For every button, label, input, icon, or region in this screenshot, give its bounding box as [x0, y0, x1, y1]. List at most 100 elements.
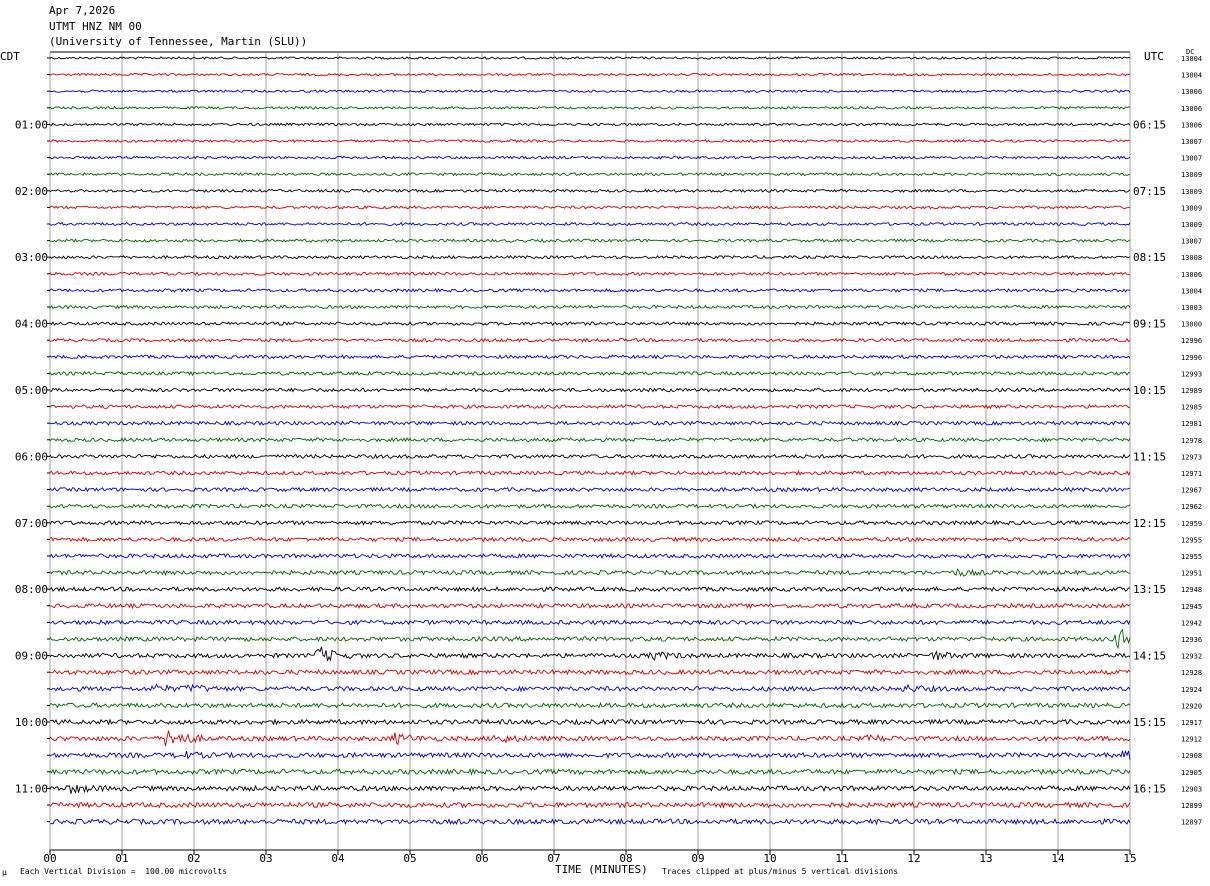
dc-offset-label: 12942: [1181, 619, 1202, 627]
dc-offset-label: 12945: [1181, 603, 1202, 611]
seismic-trace: [49, 337, 1131, 343]
dc-offset-label: 12928: [1181, 669, 1202, 677]
dc-offset-label: 13004: [1181, 72, 1202, 80]
scale-note: Each Vertical Division = 100.00 microvol…: [20, 867, 228, 876]
seismic-trace: [49, 188, 1131, 193]
dc-offset-label: 13006: [1181, 271, 1202, 279]
seismic-trace: [49, 172, 1131, 177]
seismic-trace: [49, 768, 1131, 776]
dc-offset-label: 12955: [1181, 536, 1202, 544]
left-hour-label: 01:00: [15, 118, 48, 131]
x-tick-label: 09: [691, 852, 704, 865]
dc-offset-label: 12936: [1181, 636, 1202, 644]
dc-offset-label: 13009: [1181, 171, 1202, 179]
dc-offset-label: 13003: [1181, 304, 1202, 312]
seismic-trace: [49, 568, 1131, 577]
right-hour-label: 14:15: [1133, 650, 1166, 663]
seismic-trace: [49, 437, 1131, 443]
header-station: UTMT HNZ NM 00: [49, 20, 142, 33]
dc-offset-label: 12899: [1181, 802, 1202, 810]
left-timezone-label: CDT: [0, 50, 20, 63]
dc-offset-label: 12962: [1181, 503, 1202, 511]
seismic-trace: [49, 304, 1131, 310]
seismic-trace: [49, 668, 1131, 676]
dc-offset-label: 12955: [1181, 553, 1202, 561]
seismic-trace: [49, 553, 1131, 560]
dc-offset-label: 12924: [1181, 686, 1202, 694]
x-tick-label: 02: [187, 852, 200, 865]
seismic-trace: [49, 238, 1131, 243]
dc-offset-label: 12973: [1181, 453, 1202, 461]
seismic-trace: [49, 646, 1131, 662]
seismic-trace: [49, 370, 1131, 377]
dc-offset-label: 13009: [1181, 188, 1202, 196]
seismic-trace: [49, 701, 1131, 709]
seismic-trace: [49, 420, 1131, 426]
dc-label: DC: [1186, 48, 1195, 56]
right-hour-label: 12:15: [1133, 517, 1166, 530]
right-hour-label: 16:15: [1133, 782, 1166, 795]
x-tick-label: 13: [979, 852, 992, 865]
seismic-trace: [50, 602, 1131, 610]
left-hour-label: 11:00: [15, 782, 48, 795]
seismic-trace: [49, 586, 1130, 593]
seismic-trace: [49, 718, 1131, 726]
right-hour-label: 07:15: [1133, 185, 1166, 198]
dc-offset-label: 12978: [1181, 437, 1202, 445]
dc-offset-label: 13006: [1181, 121, 1202, 129]
dc-offset-label: 12989: [1181, 387, 1202, 395]
dc-offset-label: 12967: [1181, 487, 1202, 495]
seismic-trace: [49, 503, 1131, 510]
left-hour-label: 08:00: [15, 583, 48, 596]
x-tick-label: 01: [115, 852, 128, 865]
seismic-trace: [49, 628, 1131, 650]
x-axis-label: TIME (MINUTES): [555, 863, 648, 876]
seismic-trace: [49, 354, 1131, 360]
dc-offset-label: 12959: [1181, 520, 1202, 528]
right-timezone-label: UTC: [1144, 50, 1164, 63]
left-hour-label: 02:00: [15, 185, 48, 198]
dc-offset-label: 13007: [1181, 138, 1202, 146]
dc-offset-label: 12951: [1181, 570, 1202, 578]
seismic-trace: [49, 321, 1131, 327]
x-tick-label: 06: [475, 852, 488, 865]
right-hour-label: 11:15: [1133, 450, 1166, 463]
seismic-trace: [49, 139, 1131, 143]
dc-offset-label: 12903: [1181, 785, 1202, 793]
dc-offset-label: 12908: [1181, 752, 1202, 760]
seismic-trace: [49, 105, 1131, 110]
dc-offset-label: 12917: [1181, 719, 1202, 727]
x-tick-label: 08: [619, 852, 632, 865]
seismic-trace: [49, 619, 1131, 626]
seismic-trace: [49, 155, 1131, 160]
dc-offset-label: 13009: [1181, 221, 1202, 229]
seismic-trace: [49, 730, 1131, 747]
x-tick-label: 04: [331, 852, 345, 865]
right-hour-label: 10:15: [1133, 384, 1166, 397]
seismic-trace: [49, 287, 1131, 293]
left-hour-label: 07:00: [15, 517, 48, 530]
left-hour-label: 06:00: [15, 450, 48, 463]
scale-mark: µ: [2, 868, 7, 877]
seismic-trace: [49, 56, 1131, 60]
seismic-trace: [49, 89, 1131, 93]
x-tick-label: 10: [763, 852, 776, 865]
seismic-trace: [49, 122, 1131, 127]
dc-offset-label: 12996: [1181, 354, 1202, 362]
dc-offset-label: 12920: [1181, 702, 1202, 710]
dc-offset-label: 13007: [1181, 155, 1202, 163]
right-hour-label: 09:15: [1133, 318, 1166, 331]
x-tick-label: 05: [403, 852, 416, 865]
header-date: Apr 7,2026: [49, 4, 116, 17]
seismic-trace: [49, 749, 1131, 760]
seismic-trace: [49, 387, 1131, 393]
seismic-trace: [49, 221, 1131, 227]
seismic-trace: [49, 470, 1131, 476]
seismic-trace: [49, 205, 1131, 210]
left-hour-label: 09:00: [15, 650, 48, 663]
dc-offset-label: 13006: [1181, 88, 1202, 96]
dc-offset-label: 13009: [1181, 204, 1202, 212]
left-hour-label: 10:00: [15, 716, 48, 729]
dc-offset-label: 12971: [1181, 470, 1202, 478]
dc-offset-label: 12993: [1181, 370, 1202, 378]
